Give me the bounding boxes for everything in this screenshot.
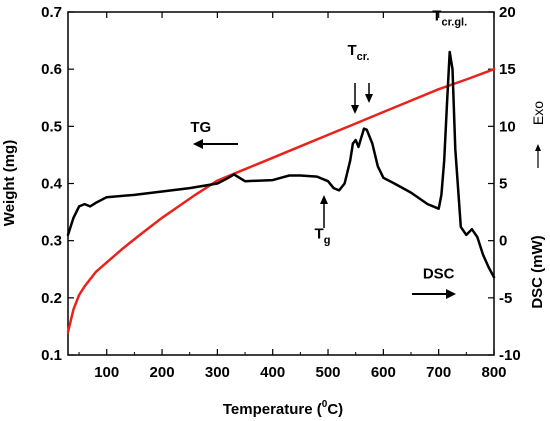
arrow-group <box>193 83 541 299</box>
annotation-sub: cr. <box>357 51 370 63</box>
exo-arrowhead <box>535 144 541 151</box>
series-line-dsc <box>66 50 496 279</box>
dsc-arrowhead <box>446 289 456 299</box>
annotation-main: T <box>315 225 324 242</box>
y-left-tick-label: 0.7 <box>41 4 62 21</box>
y-right-tick-label: 0 <box>499 233 507 250</box>
tcr-arrowhead-1 <box>351 105 359 114</box>
tg-arrowhead <box>193 139 203 149</box>
y-right-tick-label: -10 <box>499 347 521 364</box>
x-axis-title-sup: 0 <box>322 399 328 410</box>
annotation-main: T <box>432 8 441 25</box>
annotation-main: DSC <box>423 265 455 282</box>
tcr-arrowhead-2 <box>365 94 373 103</box>
y-left-tick-label: 0.3 <box>41 233 62 250</box>
tg-glass-arrowhead <box>320 195 328 204</box>
annotation-main: T <box>347 42 356 59</box>
y-right-tick-label: 20 <box>499 4 516 21</box>
y-left-tick-label: 0.5 <box>41 118 62 135</box>
x-axis-title-main: Temperature ( <box>223 401 322 418</box>
y-right-tick-label: -5 <box>499 290 512 307</box>
y-axis-left-title: Weight (mg) <box>1 140 18 226</box>
plot-frame <box>67 11 495 356</box>
x-tick-label: 600 <box>371 364 396 381</box>
tick-labels: 100 200 300 400 500 600 700 8000.10.20.30.40.50… <box>41 4 521 381</box>
x-axis-title: Temperature (0C) <box>223 399 343 418</box>
annotation-sub: cr.gl. <box>441 17 467 29</box>
series-line-tg <box>66 67 496 334</box>
annotation-label: TG <box>190 119 211 136</box>
annotation-label: DSC <box>423 265 455 282</box>
y-right-tick-label: 15 <box>499 61 516 78</box>
annotation-sub: g <box>324 234 331 246</box>
x-tick-label: 700 <box>426 364 451 381</box>
axis-ticks <box>68 11 495 356</box>
y-right-tick-label: 10 <box>499 118 516 135</box>
x-tick-label: 500 <box>316 364 341 381</box>
x-axis-title-end: C) <box>327 401 343 418</box>
exo-label: Exo <box>530 101 546 125</box>
y-right-tick-label: 5 <box>499 176 507 193</box>
series-group <box>66 50 496 334</box>
y-left-tick-label: 0.6 <box>41 61 62 78</box>
x-tick-label: 200 <box>150 364 175 381</box>
annotation-label: Tcr. <box>347 42 369 63</box>
annotation-main: TG <box>190 119 211 136</box>
annotation-label: Tcr.gl. <box>432 8 467 29</box>
annotation-label: Tg <box>315 225 331 246</box>
y-left-tick-label: 0.1 <box>41 347 62 364</box>
x-tick-label: 400 <box>260 364 285 381</box>
y-left-tick-label: 0.2 <box>41 290 62 307</box>
x-tick-label: 100 <box>94 364 119 381</box>
x-tick-label: 800 <box>481 364 506 381</box>
y-left-tick-label: 0.4 <box>41 176 63 193</box>
y-axis-right-title: DSC (mW) <box>529 235 546 308</box>
x-tick-label: 300 <box>205 364 230 381</box>
